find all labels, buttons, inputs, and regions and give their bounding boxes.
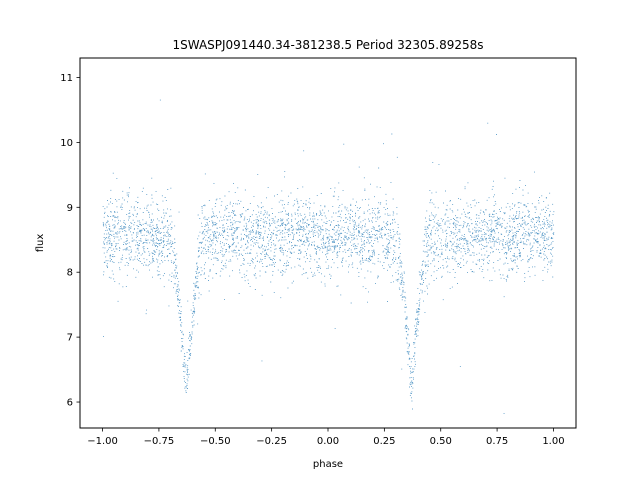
x-tick-label: −0.25	[256, 436, 287, 447]
y-tick-label: 7	[67, 333, 73, 344]
chart-title: 1SWASPJ091440.34-381238.5 Period 32305.8…	[172, 38, 483, 52]
x-tick-label: 0.50	[430, 436, 452, 447]
x-tick-label: 0.75	[486, 436, 508, 447]
x-tick-label: −1.00	[87, 436, 118, 447]
data-points	[102, 99, 555, 415]
y-tick-label: 9	[67, 203, 73, 214]
x-tick-label: −0.50	[200, 436, 231, 447]
y-axis-label: flux	[35, 234, 46, 253]
x-tick-label: −0.75	[144, 436, 175, 447]
y-axis-ticks: 6 7 8 9 10 11	[60, 73, 80, 409]
x-tick-label: 0.25	[373, 436, 395, 447]
x-axis-label: phase	[313, 459, 343, 470]
scatter-points	[102, 99, 555, 415]
x-tick-label: 1.00	[542, 436, 564, 447]
y-tick-label: 10	[60, 138, 73, 149]
x-tick-label: 0.00	[317, 436, 339, 447]
x-axis-ticks: −1.00 −0.75 −0.50 −0.25 0.00 0.25 0.50 0.75 1.00	[87, 428, 565, 447]
y-tick-label: 11	[60, 73, 73, 84]
y-tick-label: 8	[67, 268, 73, 279]
y-tick-label: 6	[67, 398, 73, 409]
